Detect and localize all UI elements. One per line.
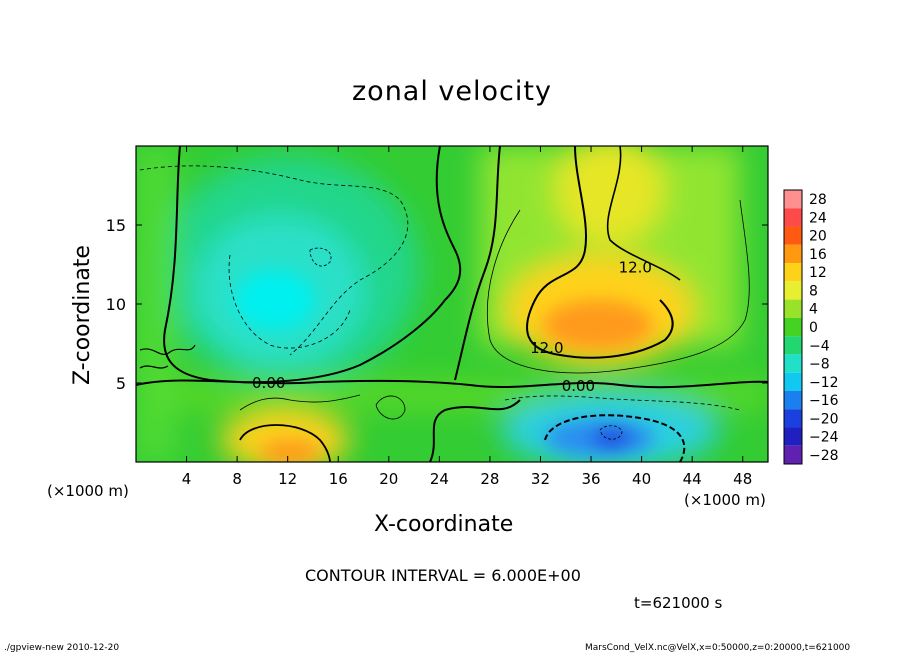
colorbar-swatch xyxy=(784,190,802,209)
time-label: t=621000 s xyxy=(634,594,723,612)
y-tick-label: 15 xyxy=(106,216,126,235)
colorbar-label: 28 xyxy=(809,192,827,208)
colorbar-swatch xyxy=(784,409,802,428)
y-axis-ticks: 5 10 15 xyxy=(106,216,768,393)
x-tick-label: 48 xyxy=(733,470,752,488)
colorbar-label: −8 xyxy=(809,357,830,373)
y-tick-label: 5 xyxy=(116,374,126,393)
x-unit-label-left: (×1000 m) xyxy=(47,482,129,500)
x-tick-label: 20 xyxy=(379,470,398,488)
colorbar-swatch xyxy=(784,226,802,245)
contour-label: 0.00 xyxy=(562,377,595,395)
contour-labels: 0.00 0.00 12.0 12.0 xyxy=(252,259,652,396)
x-tick-label: 24 xyxy=(430,470,449,488)
x-axis-label: X-coordinate xyxy=(374,512,514,537)
colorbar-swatch xyxy=(784,208,802,227)
colorbar-swatch xyxy=(784,372,802,391)
colorbar-label: −16 xyxy=(809,393,839,409)
x-tick-label: 4 xyxy=(182,470,192,488)
chart-title: zonal velocity xyxy=(352,76,552,107)
x-tick-label: 44 xyxy=(683,470,702,488)
x-tick-label: 28 xyxy=(480,470,499,488)
x-tick-label: 8 xyxy=(232,470,242,488)
x-tick-label: 32 xyxy=(531,470,550,488)
contour-label: 12.0 xyxy=(619,259,652,277)
colorbar-label: −4 xyxy=(809,338,830,354)
contour-interval: CONTOUR INTERVAL = 6.000E+00 xyxy=(305,566,581,585)
colorbar-label: −20 xyxy=(809,411,839,427)
x-tick-label: 16 xyxy=(329,470,348,488)
colorbar-label: 0 xyxy=(809,320,818,336)
contour-label: 12.0 xyxy=(530,339,563,357)
x-axis-ticks: 4 8 12 16 20 24 28 32 36 40 44 48 xyxy=(182,146,752,488)
footer-left: ./gpview-new 2010-12-20 xyxy=(4,643,120,653)
colorbar-label: 4 xyxy=(809,302,818,318)
x-tick-label: 36 xyxy=(581,470,600,488)
y-axis-label: Z-coordinate xyxy=(70,245,95,385)
colorbar: 28 24 20 16 12 8 4 0 −4 −8 −12 −16 −20 −24 −28 xyxy=(783,189,839,465)
x-tick-label: 40 xyxy=(632,470,651,488)
colorbar-swatch xyxy=(784,390,802,410)
colorbar-label: −24 xyxy=(809,430,839,446)
contour-lines xyxy=(136,146,768,462)
colorbar-swatch xyxy=(784,354,802,373)
heatmap-field xyxy=(136,146,768,462)
colorbar-swatch xyxy=(784,445,802,464)
colorbar-label: 20 xyxy=(809,229,827,245)
colorbar-label: −28 xyxy=(809,448,839,464)
colorbar-swatch xyxy=(784,281,802,300)
colorbar-frame xyxy=(783,189,803,465)
colorbar-swatch xyxy=(784,317,802,337)
colorbar-swatch xyxy=(784,336,802,355)
colorbar-label: −12 xyxy=(809,375,839,391)
colorbar-label: 8 xyxy=(809,283,818,299)
x-unit-label-right: (×1000 m) xyxy=(684,491,766,509)
colorbar-label: 16 xyxy=(809,247,827,263)
y-tick-label: 10 xyxy=(106,295,126,314)
colorbar-swatch xyxy=(784,244,802,264)
colorbar-label: 12 xyxy=(809,265,827,281)
colorbar-label: 24 xyxy=(809,210,827,226)
colorbar-swatch xyxy=(784,427,802,446)
x-tick-label: 12 xyxy=(278,470,297,488)
footer-right: MarsCond_VelX.nc@VelX,x=0:50000,z=0:2000… xyxy=(585,643,851,653)
colorbar-swatch xyxy=(784,263,802,282)
colorbar-swatch xyxy=(784,299,802,318)
contour-label: 0.00 xyxy=(252,374,285,392)
